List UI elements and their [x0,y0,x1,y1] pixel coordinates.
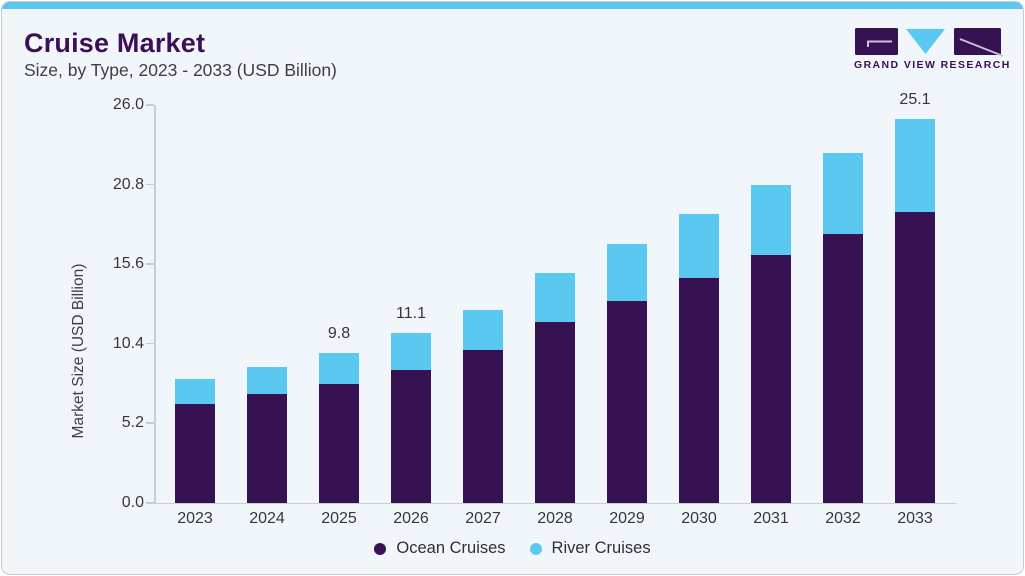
y-axis-title: Market Size (USD Billion) [70,263,87,439]
bar-segment-ocean-2031 [751,255,791,503]
x-tick-label-2031: 2031 [753,510,789,527]
bar-value-label-2025: 9.8 [327,324,351,342]
logo-triangle-icon [906,29,945,54]
bar-2028 [535,273,575,503]
bar-2032 [823,152,863,503]
bar-segment-ocean-2028 [535,322,575,503]
bar-segment-river-2026 [391,333,431,370]
legend-dot-icon [374,542,387,555]
x-tick-label-2027: 2027 [465,510,501,527]
y-tick-label: 0.0 [121,494,144,511]
bar-segment-ocean-2030 [679,278,719,503]
bar-segment-ocean-2027 [463,349,503,503]
bar-2033 [895,118,935,503]
bar-value-label-2026: 11.1 [396,305,426,323]
bar-segment-ocean-2026 [391,369,431,503]
brand-logo: GRAND VIEW RESEARCH [854,28,1011,71]
bar-value-label-2033: 25.1 [899,90,931,108]
bar-segment-river-2023 [175,379,215,404]
x-tick-label-2025: 2025 [321,510,357,527]
bar-2029 [607,244,647,503]
bar-2024 [247,366,287,503]
bar-segment-ocean-2033 [895,212,935,503]
y-tick-mark [146,342,154,345]
legend-dot-icon [529,542,542,555]
bar-segment-ocean-2025 [319,383,359,503]
legend-item-ocean-cruises: Ocean Cruises [374,539,506,558]
chart-subtitle: Size, by Type, 2023 - 2033 (USD Billion) [24,60,337,80]
bar-segment-river-2031 [751,184,791,255]
bar-2023 [175,379,215,503]
y-tick-mark [146,502,154,504]
y-axis-line [154,105,156,503]
y-tick-label: 20.8 [112,175,144,193]
x-tick-label-2026: 2026 [393,510,429,527]
y-tick-label: 5.2 [121,414,144,432]
x-tick-label-2024: 2024 [249,510,285,527]
brand-logo-mark [855,28,1004,57]
bar-segment-river-2028 [535,273,575,323]
bar-segment-river-2025 [319,353,359,384]
x-axis-line [154,502,956,504]
legend: Ocean Cruises River Cruises [2,539,1023,558]
bar-segment-ocean-2029 [607,300,647,503]
bar-2027 [463,310,503,503]
bar-segment-river-2033 [895,118,935,213]
legend-item-river-cruises: River Cruises [529,539,651,558]
x-tick-label-2023: 2023 [177,510,213,527]
chart-title: Cruise Market [24,28,206,58]
x-tick-label-2029: 2029 [609,510,645,527]
y-tick-mark [146,422,154,424]
y-tick-label: 15.6 [112,255,144,273]
x-tick-label-2028: 2028 [537,510,573,527]
legend-label: River Cruises [551,539,651,557]
bar-2031 [751,184,791,503]
bar-segment-ocean-2032 [823,233,863,503]
top-accent-strip [2,2,1023,9]
bar-2025 [319,353,359,503]
bar-segment-river-2030 [679,213,719,278]
bar-segment-river-2027 [463,310,503,350]
bar-segment-river-2029 [607,244,647,301]
x-tick-label-2032: 2032 [825,510,861,527]
bar-2030 [679,213,719,503]
bar-segment-river-2032 [823,152,863,234]
y-tick-mark [146,263,154,265]
bar-segment-ocean-2023 [175,403,215,503]
bar-segment-ocean-2024 [247,394,287,503]
bar-2026 [391,333,431,503]
y-tick-mark [146,104,154,106]
y-tick-mark [146,183,154,186]
y-tick-label: 26.0 [112,96,144,113]
legend-label: Ocean Cruises [396,539,506,557]
bar-segment-river-2024 [247,366,287,395]
y-tick-label: 10.4 [112,334,144,352]
brand-logo-text: GRAND VIEW RESEARCH [854,59,1011,71]
x-tick-label-2030: 2030 [681,510,717,527]
plot-area: 0.0 5.2 10.4 15.6 20.8 26.0 2023 2024 2025 9.8 202… [113,91,956,527]
x-tick-label-2033: 2033 [897,510,933,527]
